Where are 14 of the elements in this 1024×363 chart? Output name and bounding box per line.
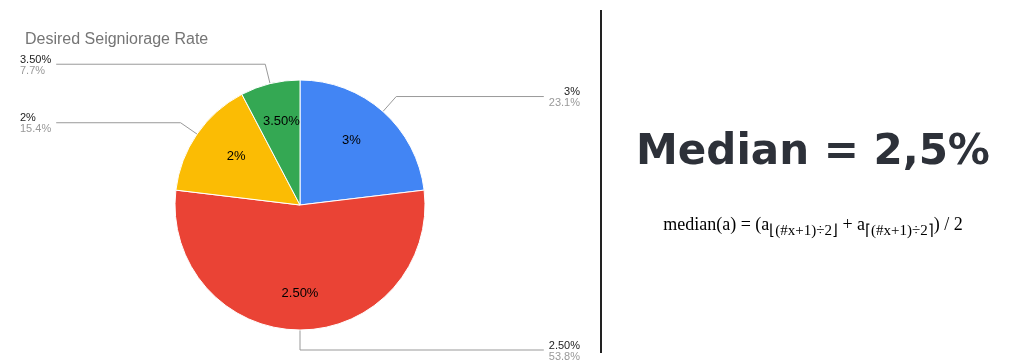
- data-label: 53.8%: [548, 349, 581, 362]
- slice-label: 3%: [342, 132, 362, 148]
- slice-label: 3.50%: [20, 52, 52, 65]
- slice-label: 2.50%: [281, 285, 319, 300]
- data-label: 15.4%: [20, 122, 52, 135]
- data-label: 7.7%: [20, 63, 46, 76]
- slice-label: 2%: [20, 111, 37, 124]
- chart-title: Desired Seigniorage Rate: [25, 29, 209, 47]
- data-label: 23.1%: [548, 96, 581, 109]
- text: median(a) = (a$_{⌊(#x+1)÷2⌋}$ + a$_{⌈(#x+1)÷2⌉}$) / 2: [663, 213, 963, 239]
- slice-label: 3%: [564, 85, 581, 98]
- slice-label: 2%: [226, 147, 247, 163]
- slice-label: 2.50%: [548, 338, 581, 351]
- text: Median = 2,5%: [636, 124, 990, 174]
